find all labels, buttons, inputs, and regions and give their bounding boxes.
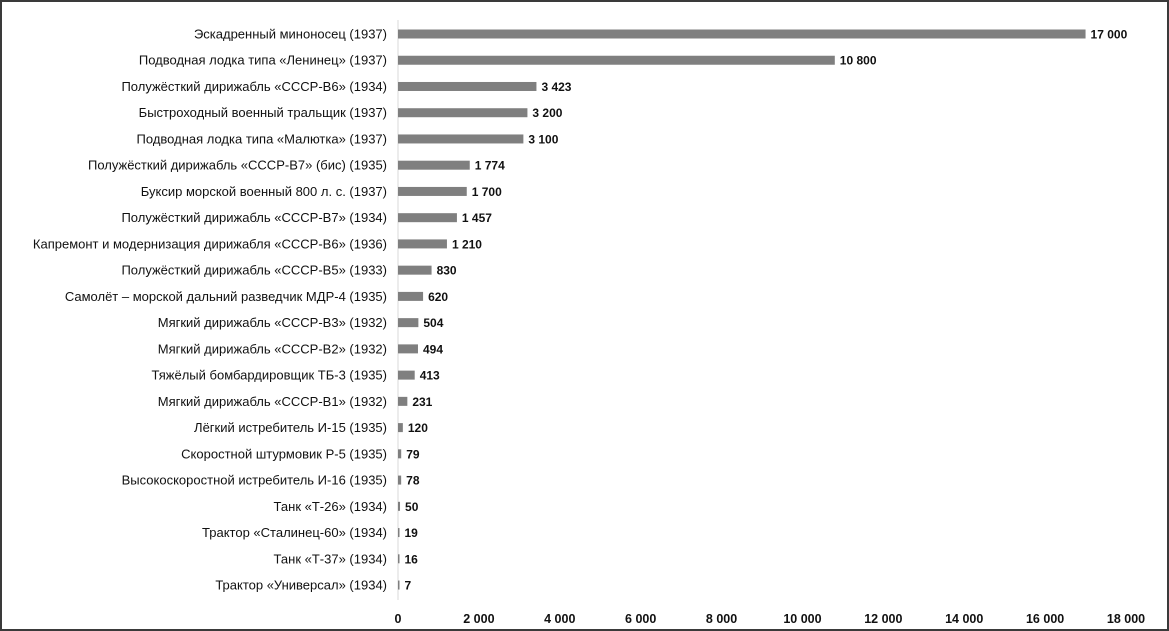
data-label: 17 000 — [1091, 28, 1128, 42]
bar — [398, 580, 400, 590]
data-label: 504 — [423, 316, 443, 330]
category-label: Капремонт и модернизация дирижабля «СССР… — [33, 236, 387, 251]
bar — [398, 29, 1086, 39]
data-label: 620 — [428, 290, 448, 304]
data-label: 16 — [405, 552, 419, 566]
category-label: Трактор «Сталинец-60» (1934) — [202, 525, 387, 540]
bar — [398, 213, 457, 223]
bar — [398, 554, 400, 564]
data-label: 78 — [406, 474, 420, 488]
bar — [398, 291, 424, 301]
category-label: Полужёсткий дирижабль «СССР-В7» (бис) (1… — [88, 158, 387, 173]
data-label: 19 — [405, 526, 419, 540]
bar — [398, 108, 528, 118]
data-label: 1 210 — [452, 237, 482, 251]
x-tick-label: 0 — [395, 612, 402, 626]
bar — [398, 55, 835, 65]
bar — [398, 423, 403, 433]
category-label: Эскадренный миноносец (1937) — [194, 27, 387, 42]
category-label: Полужёсткий дирижабль «СССР-В6» (1934) — [121, 79, 387, 94]
category-label: Скоростной штурмовик Р-5 (1935) — [181, 446, 387, 461]
category-label: Мягкий дирижабль «СССР-В3» (1932) — [158, 315, 387, 330]
x-tick-label: 16 000 — [1026, 612, 1064, 626]
data-label: 830 — [437, 264, 457, 278]
bar — [398, 344, 418, 354]
category-label: Танк «Т-26» (1934) — [274, 499, 387, 514]
data-label: 494 — [423, 342, 443, 356]
x-tick-label: 2 000 — [463, 612, 494, 626]
data-label: 50 — [405, 500, 419, 514]
category-label: Мягкий дирижабль «СССР-В2» (1932) — [158, 341, 387, 356]
x-tick-label: 4 000 — [544, 612, 575, 626]
bar — [398, 265, 432, 275]
bar — [398, 370, 415, 380]
data-label: 3 200 — [532, 106, 562, 120]
data-label: 1 457 — [462, 211, 492, 225]
data-label: 3 423 — [541, 80, 571, 94]
bar — [398, 449, 402, 459]
bar — [398, 81, 537, 91]
category-label: Самолёт – морской дальний разведчик МДР-… — [65, 289, 387, 304]
data-label: 1 774 — [475, 159, 505, 173]
data-label: 10 800 — [840, 54, 877, 68]
data-label: 120 — [408, 421, 428, 435]
data-label: 231 — [412, 395, 432, 409]
data-label: 1 700 — [472, 185, 502, 199]
x-tick-label: 14 000 — [945, 612, 983, 626]
bar — [398, 501, 401, 511]
category-label: Быстроходный военный тральщик (1937) — [139, 105, 387, 120]
data-label: 3 100 — [528, 132, 558, 146]
bar — [398, 528, 400, 538]
category-label: Подводная лодка типа «Ленинец» (1937) — [139, 53, 387, 68]
category-label: Подводная лодка типа «Малютка» (1937) — [137, 131, 387, 146]
bar — [398, 239, 447, 249]
category-label: Буксир морской военный 800 л. с. (1937) — [141, 184, 387, 199]
category-label: Мягкий дирижабль «СССР-В1» (1932) — [158, 394, 387, 409]
x-tick-label: 12 000 — [864, 612, 902, 626]
category-label: Высокоскоростной истребитель И-16 (1935) — [122, 473, 387, 488]
category-label: Лёгкий истребитель И-15 (1935) — [194, 420, 387, 435]
category-label: Полужёсткий дирижабль «СССР-В5» (1933) — [121, 263, 387, 278]
bar — [398, 186, 467, 196]
bar — [398, 475, 402, 485]
bar — [398, 160, 470, 170]
category-label: Танк «Т-37» (1934) — [274, 551, 387, 566]
bar — [398, 134, 524, 144]
category-label: Трактор «Универсал» (1934) — [215, 578, 387, 593]
data-label: 7 — [405, 579, 412, 593]
data-label: 79 — [406, 447, 420, 461]
x-tick-label: 6 000 — [625, 612, 656, 626]
x-tick-label: 10 000 — [783, 612, 821, 626]
category-label: Полужёсткий дирижабль «СССР-В7» (1934) — [121, 210, 387, 225]
category-label: Тяжёлый бомбардировщик ТБ-3 (1935) — [152, 368, 387, 383]
x-tick-label: 8 000 — [706, 612, 737, 626]
x-tick-label: 18 000 — [1107, 612, 1145, 626]
bar — [398, 396, 408, 406]
data-label: 413 — [420, 369, 440, 383]
bar — [398, 318, 419, 328]
